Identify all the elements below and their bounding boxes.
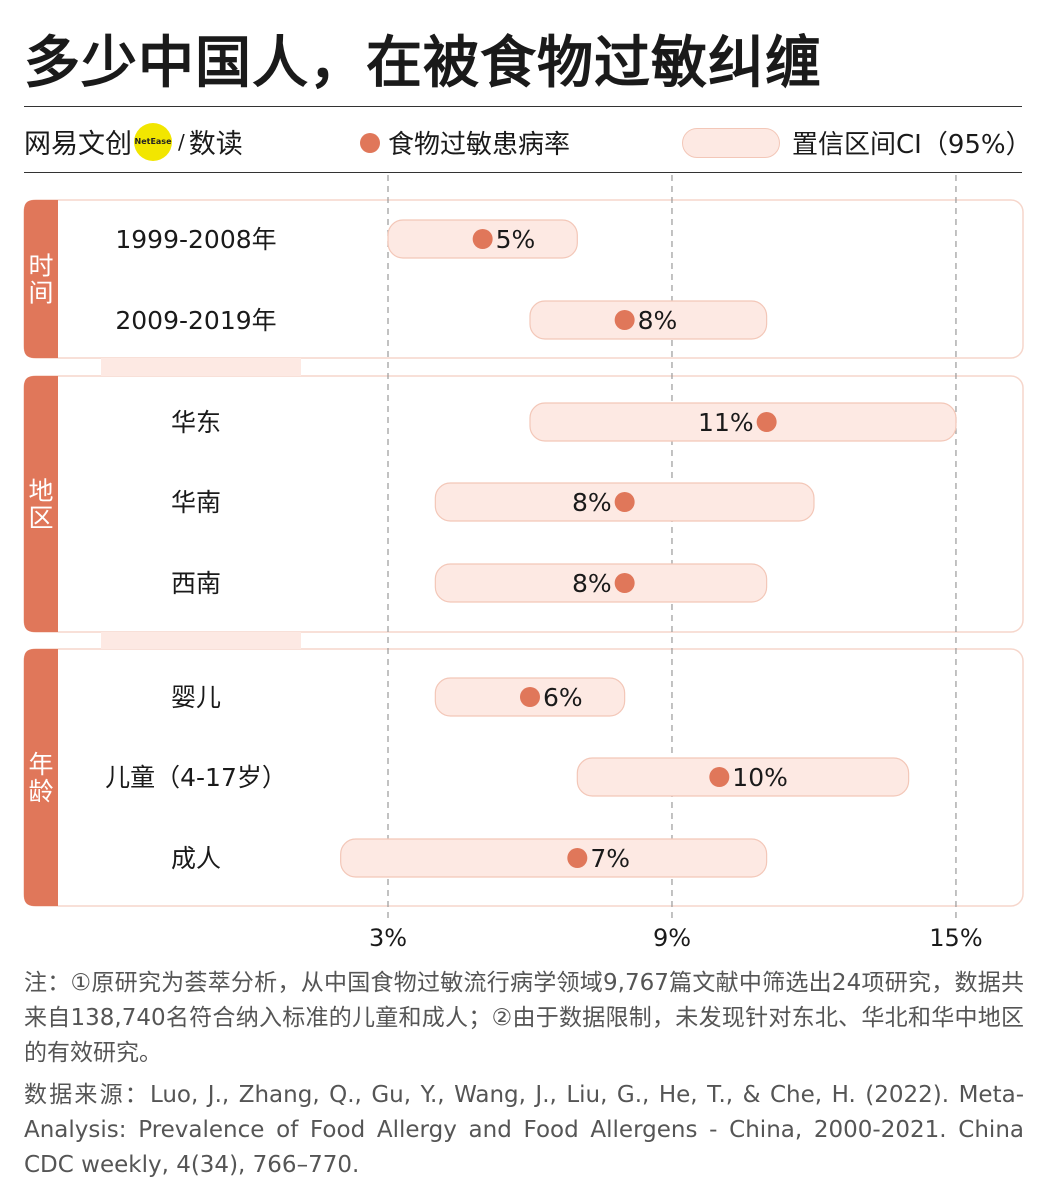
estimate-point <box>614 492 635 512</box>
legend-ci-swatch-icon <box>682 127 780 158</box>
estimate-point <box>709 767 730 787</box>
group-tab <box>24 649 58 906</box>
value-label: 10% <box>732 763 788 792</box>
legend-ci: 置信区间CI（95%） <box>682 124 1032 161</box>
brand-name: 网易文创 <box>24 129 132 160</box>
row-label: 2009-2019年 <box>115 306 276 335</box>
value-label: 8% <box>572 488 612 517</box>
row-label: 儿童（4-17岁） <box>105 763 287 792</box>
value-label: 8% <box>638 306 678 335</box>
brand-slash: / <box>178 129 185 154</box>
legend-ci-label: 置信区间CI（95%） <box>792 130 1032 160</box>
brand-section: 数读 <box>188 129 243 160</box>
row-label: 成人 <box>171 844 221 873</box>
row-label: 华南 <box>171 488 221 517</box>
brand-logo: 网易文创 NetEase / 数读 <box>24 122 243 161</box>
estimate-point <box>519 687 540 707</box>
data-source: 数据来源：Luo, J., Zhang, Q., Gu, Y., Wang, J… <box>24 1082 1024 1178</box>
top-divider <box>24 106 1022 107</box>
x-tick-label: 15% <box>929 924 982 952</box>
ci-bar <box>529 402 957 442</box>
value-label: 6% <box>543 683 583 712</box>
legend-point-label: 食物过敏患病率 <box>388 130 571 160</box>
group-tab <box>24 376 58 632</box>
ci-bar <box>340 838 768 878</box>
value-label: 5% <box>496 225 536 254</box>
group-label: 时间 <box>28 252 53 308</box>
group-separator <box>101 632 301 649</box>
legend-divider <box>24 172 1022 173</box>
group-tab <box>24 200 58 358</box>
row-label: 华东 <box>171 408 221 437</box>
netease-logo-icon: NetEase <box>134 122 172 161</box>
row-label: 西南 <box>171 569 221 598</box>
group-label: 地区 <box>28 477 53 533</box>
row-label: 1999-2008年 <box>115 225 276 254</box>
group-separator <box>101 358 301 376</box>
legend-point: 食物过敏患病率 <box>360 124 570 161</box>
value-label: 11% <box>698 408 754 437</box>
ci-bar <box>576 757 910 797</box>
legend-dot-icon <box>360 132 380 153</box>
estimate-point <box>567 848 588 868</box>
x-tick-label: 3% <box>369 924 407 952</box>
estimate-point <box>472 229 493 249</box>
estimate-point <box>614 310 635 330</box>
estimate-point <box>614 573 635 593</box>
group-label: 年龄 <box>28 750 53 806</box>
value-label: 7% <box>590 844 630 873</box>
page-title: 多少中国人，在被食物过敏纠缠 <box>24 31 822 96</box>
ci-bar <box>529 300 768 340</box>
ci-bar <box>434 563 768 603</box>
row-label: 婴儿 <box>171 683 221 712</box>
x-tick-label: 9% <box>653 924 691 952</box>
footnote: 注：①原研究为荟萃分析，从中国食物过敏流行病学领域9,767篇文献中筛选出24项… <box>24 970 1024 1066</box>
value-label: 8% <box>572 569 612 598</box>
estimate-point <box>756 412 777 432</box>
